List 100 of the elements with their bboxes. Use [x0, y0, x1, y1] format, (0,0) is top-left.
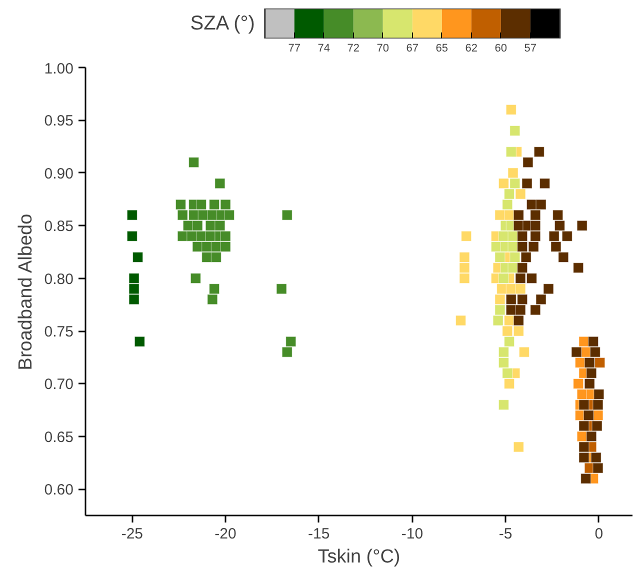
point: [286, 336, 296, 347]
point: [506, 104, 516, 115]
point: [510, 125, 520, 136]
point: [578, 452, 590, 463]
point: [209, 199, 220, 210]
point: [515, 273, 526, 284]
point: [492, 315, 504, 326]
point: [128, 284, 140, 294]
point: [578, 400, 590, 410]
point: [515, 304, 526, 316]
point: [498, 357, 509, 368]
point: [586, 368, 597, 378]
y-tick-label: 0.80: [44, 270, 74, 288]
color-bar-title: SZA (°): [190, 12, 255, 34]
point: [498, 273, 509, 284]
point: [220, 241, 231, 252]
point: [562, 230, 572, 242]
point: [134, 336, 145, 347]
point: [504, 188, 515, 200]
point: [573, 378, 584, 390]
x-tick-label: -10: [401, 526, 424, 542]
point: [518, 346, 530, 358]
point: [504, 378, 515, 390]
point: [522, 178, 532, 189]
x-tick-label: -5: [498, 526, 512, 542]
point: [588, 336, 599, 347]
point: [220, 230, 231, 242]
point: [552, 210, 564, 220]
x-tick-label: 0: [594, 526, 604, 542]
y-tick-label: 0.65: [44, 428, 74, 446]
point: [550, 241, 562, 252]
point: [528, 241, 539, 252]
point: [594, 357, 606, 368]
point: [188, 157, 200, 168]
point: [530, 210, 541, 220]
point: [583, 410, 594, 421]
x-tick-label: -15: [308, 526, 330, 542]
point: [517, 241, 528, 252]
point: [520, 252, 532, 263]
color-bar-label: 65: [436, 42, 448, 54]
color-bar-label: 74: [318, 42, 330, 54]
point: [498, 346, 509, 358]
point: [459, 262, 470, 274]
point: [590, 452, 602, 463]
point: [506, 294, 516, 305]
point: [502, 326, 513, 336]
point: [220, 199, 231, 210]
point: [504, 336, 515, 347]
point: [282, 346, 292, 358]
point: [177, 210, 188, 220]
point: [498, 400, 509, 410]
point: [207, 294, 218, 305]
point: [517, 230, 528, 242]
point: [534, 146, 544, 158]
point: [515, 284, 526, 294]
point: [126, 210, 138, 220]
x-axis-title: Tskin (°C): [318, 546, 400, 568]
point: [578, 442, 590, 452]
point: [586, 431, 597, 442]
y-axis-title: Broadband Albedo: [15, 214, 36, 370]
point: [210, 252, 222, 263]
point: [459, 273, 470, 284]
point: [282, 210, 292, 220]
color-bar-label: 77: [288, 42, 301, 54]
point: [196, 199, 207, 210]
point: [132, 252, 144, 263]
point: [548, 230, 560, 242]
color-bar-label: 60: [494, 42, 508, 54]
point: [455, 315, 466, 326]
point: [510, 178, 520, 189]
point: [539, 178, 550, 189]
point: [571, 346, 582, 358]
point: [513, 210, 524, 220]
point: [494, 252, 506, 263]
point: [530, 220, 541, 231]
point: [592, 462, 604, 474]
point: [517, 262, 528, 274]
y-tick-label: 0.90: [44, 165, 74, 182]
point: [192, 220, 203, 231]
color-bar-label: 57: [524, 42, 537, 54]
x-tick-label: -25: [121, 526, 144, 542]
point: [513, 326, 524, 336]
y-tick-label: 0.75: [44, 324, 74, 341]
point: [494, 304, 506, 316]
point: [522, 157, 534, 168]
point: [590, 346, 600, 358]
point: [190, 273, 201, 284]
point: [498, 178, 509, 189]
y-tick-label: 0.85: [44, 218, 74, 236]
point: [502, 368, 513, 378]
x-tick-label: -20: [214, 526, 236, 542]
point: [276, 284, 287, 294]
point: [513, 315, 524, 326]
point: [209, 284, 220, 294]
y-tick-label: 1.00: [44, 60, 74, 78]
y-tick-label: 0.70: [44, 376, 74, 394]
point: [459, 252, 470, 263]
point: [224, 210, 235, 220]
point: [502, 199, 513, 210]
point: [592, 400, 604, 410]
